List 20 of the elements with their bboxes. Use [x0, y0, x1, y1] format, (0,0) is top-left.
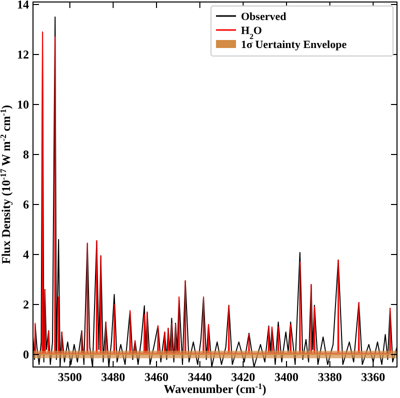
x-tick-label: 3420 [231, 370, 256, 384]
x-tick-label: 3440 [188, 370, 212, 384]
y-tick-label: 14 [17, 0, 29, 12]
x-axis-title: Wavenumber (cm$^{-1}$) [164, 382, 266, 396]
x-tick-label: 3360 [361, 370, 386, 384]
x-tick-label: 3400 [274, 370, 298, 384]
x-tick-label: 3500 [58, 370, 82, 384]
y-tick-label: 2 [23, 298, 29, 312]
y-tick-label: 12 [17, 48, 29, 62]
x-tick-label: 3460 [144, 370, 168, 384]
y-tick-label: 4 [23, 248, 29, 262]
legend-label: Observed [241, 11, 286, 23]
y-tick-label: 10 [17, 98, 29, 112]
y-tick-label: 8 [23, 148, 29, 162]
x-tick-label: 3380 [318, 370, 342, 384]
y-tick-label: 6 [23, 198, 29, 212]
legend-label: H$_{2}$O [241, 25, 262, 40]
y-tick-label: 0 [23, 348, 29, 362]
x-tick-label: 3480 [101, 370, 126, 384]
legend-label: 1σ Uertainty Envelope [241, 39, 347, 51]
